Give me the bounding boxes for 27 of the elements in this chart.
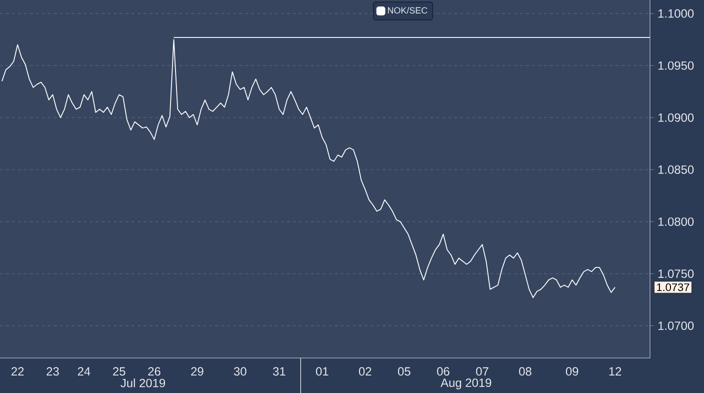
x-tick-label: 25 <box>113 367 126 376</box>
y-tick-label: 1.0750 <box>658 269 694 278</box>
x-tick-label: 30 <box>234 367 246 376</box>
x-tick-label: 31 <box>273 367 286 376</box>
y-tick-label: 1.0700 <box>658 322 694 330</box>
x-tick-label: 08 <box>519 367 532 376</box>
y-tick-label: 1.0850 <box>658 165 694 174</box>
x-tick-label: 07 <box>476 367 488 376</box>
x-tick-label: 23 <box>46 367 59 376</box>
y-tick-label: 1.0800 <box>658 217 694 226</box>
legend-label: NOK/SEC <box>388 6 428 14</box>
y-tick-label: 1.1000 <box>658 9 694 18</box>
text: Aug 2019 <box>440 378 492 390</box>
text: Jul 2019 <box>120 378 166 388</box>
x-tick-label: 09 <box>566 367 578 376</box>
x-tick-label: 06 <box>437 367 450 376</box>
y-tick-label: 1.0900 <box>658 113 694 122</box>
x-tick-label: 02 <box>358 367 372 376</box>
x-tick-label: 01 <box>316 367 328 376</box>
text: 1.0737 <box>657 283 690 292</box>
x-tick-label: 29 <box>191 367 204 376</box>
x-tick-label: 12 <box>609 367 622 376</box>
x-tick-label: 26 <box>148 367 160 376</box>
x-tick-label: 05 <box>398 367 410 376</box>
y-tick-label: 1.0950 <box>658 61 694 70</box>
x-tick-label: 24 <box>78 367 90 376</box>
x-tick-label: 22 <box>12 367 24 376</box>
